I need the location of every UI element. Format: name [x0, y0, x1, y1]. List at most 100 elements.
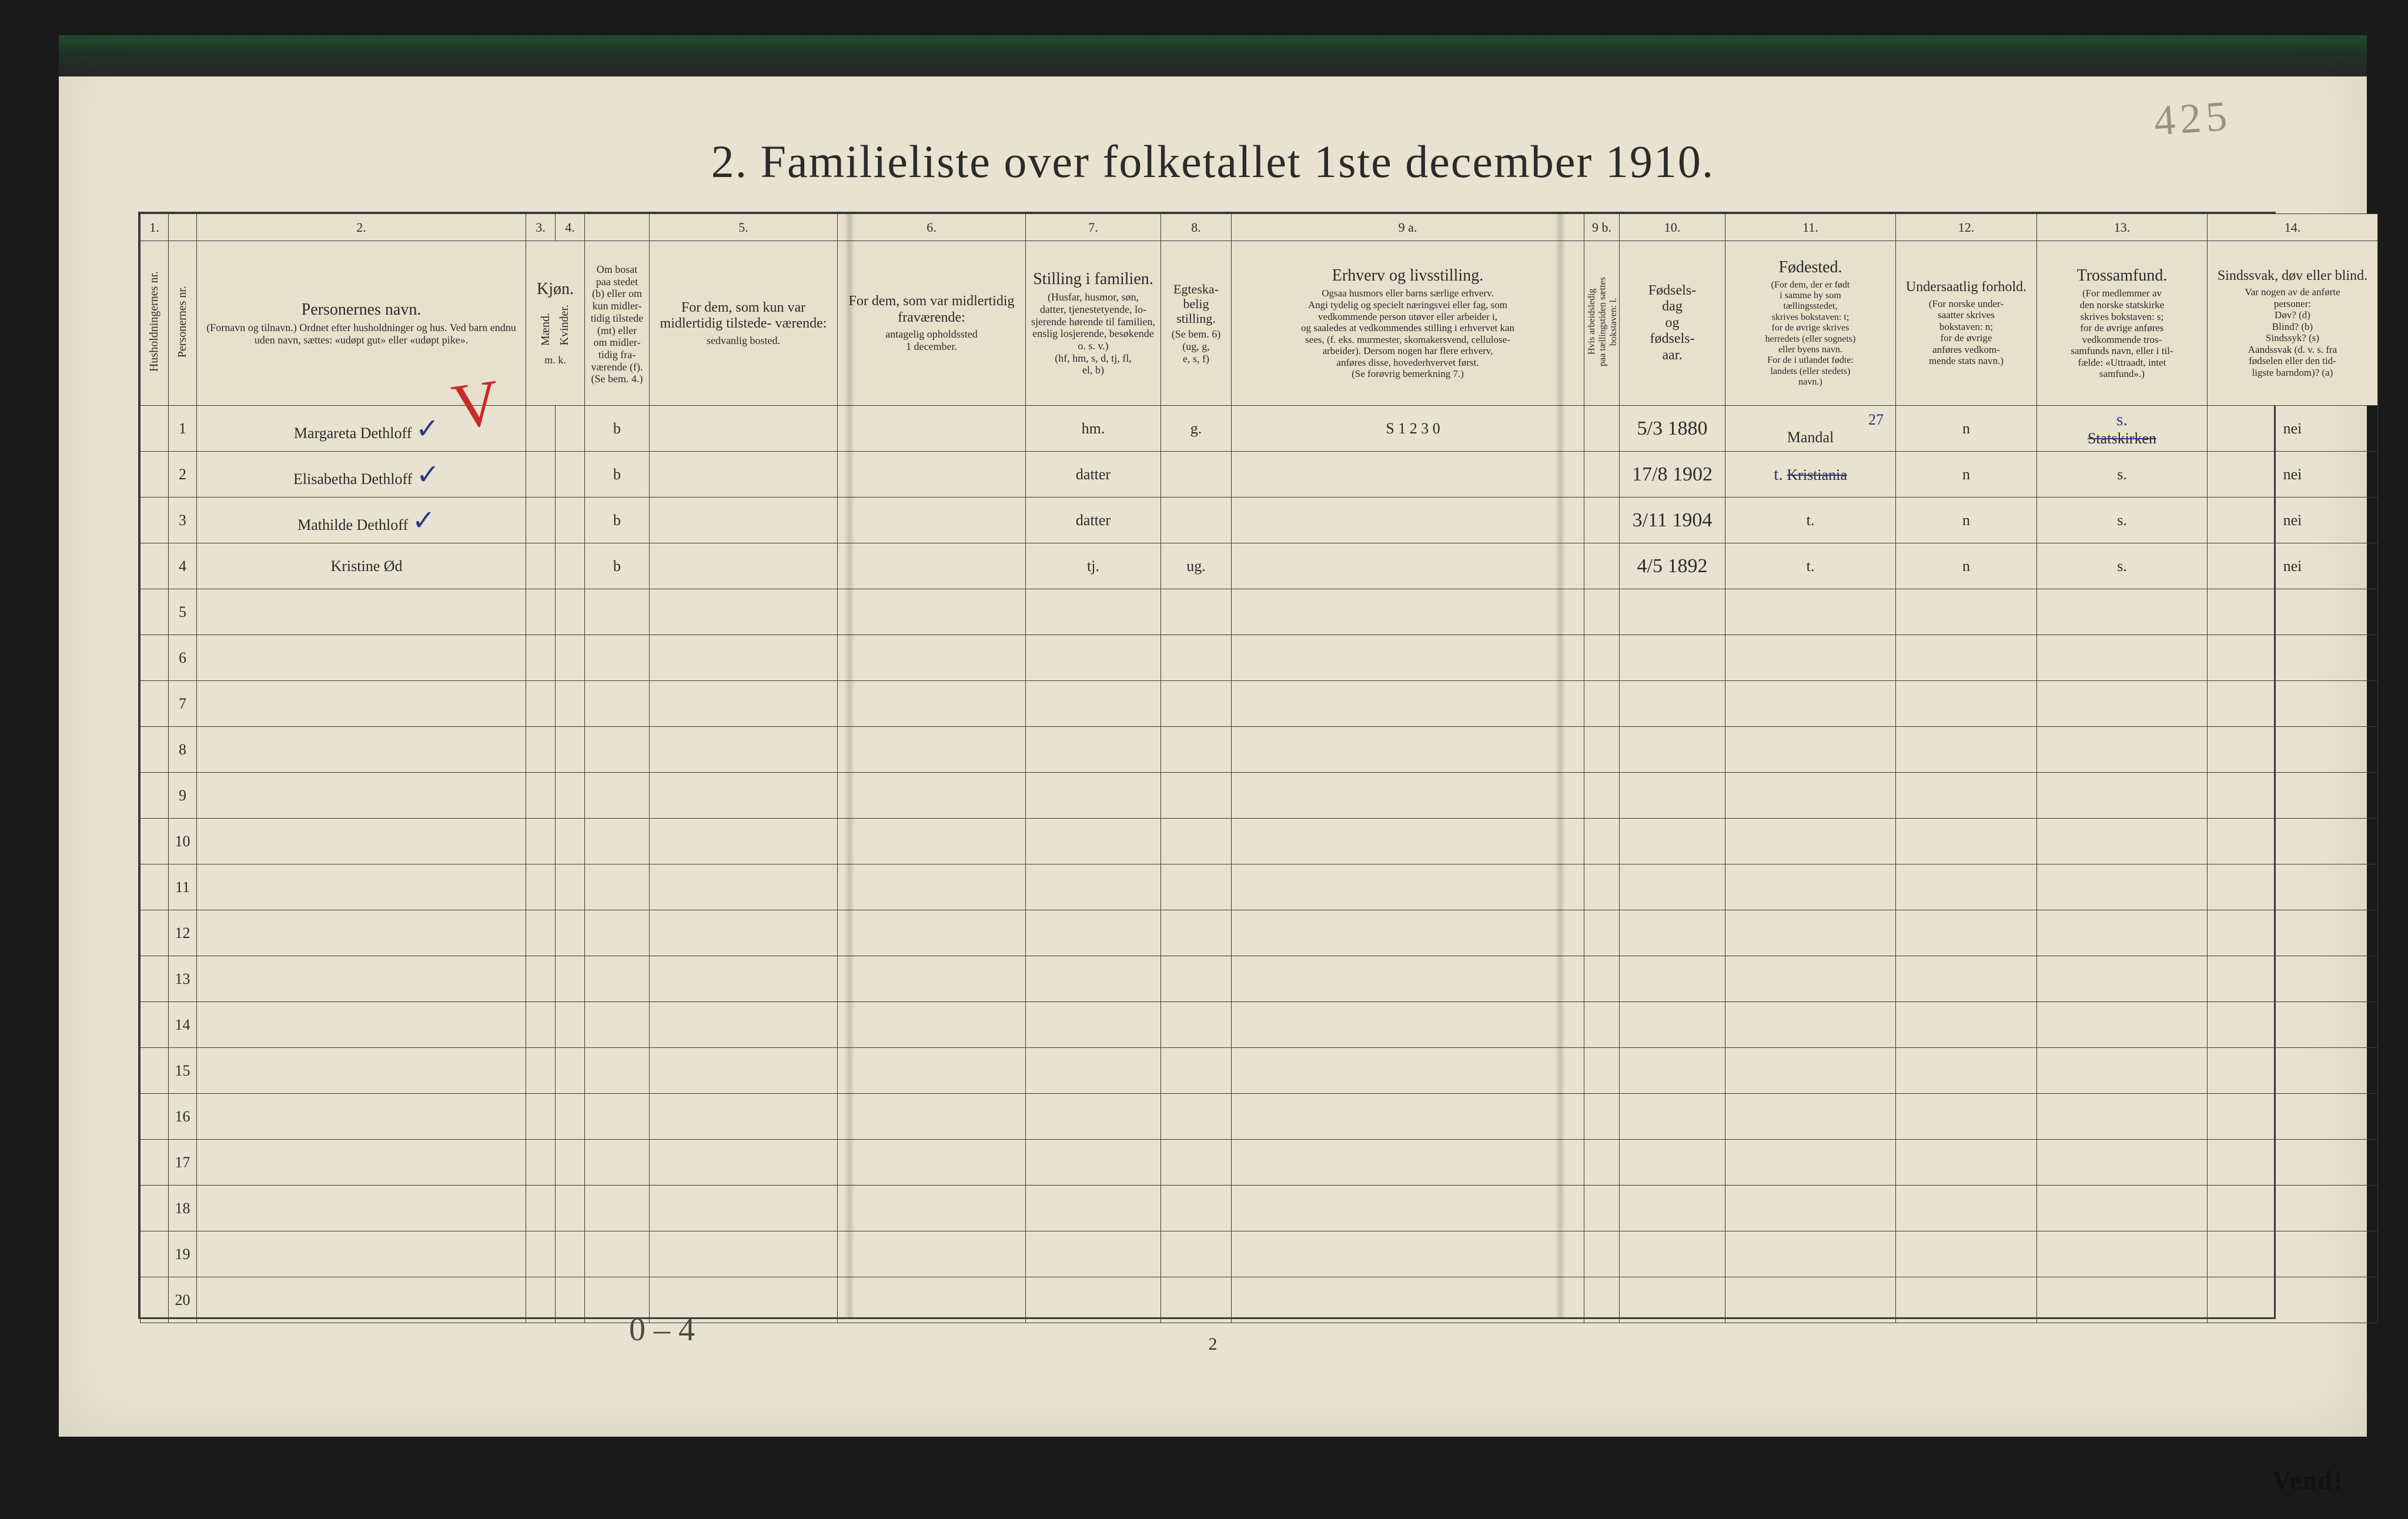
cell-temp-absent: [838, 589, 1026, 635]
cell-birth-date: [1620, 1140, 1725, 1186]
cell-sex-m: [526, 681, 556, 727]
hdr-label: Fødsels- dag og fødsels- aar.: [1648, 283, 1696, 363]
cell-unemployed: [1584, 406, 1620, 452]
census-table: 1.2.3.4.5.6.7.8.9 a.9 b.10.11.12.13.14. …: [140, 213, 2378, 1323]
cell-occupation: [1232, 773, 1584, 819]
cell-marital: [1161, 727, 1232, 773]
cell-sex-k: [556, 681, 585, 727]
hdr-label: Stilling i familien.: [1033, 270, 1153, 288]
cell-household-nr: [141, 1277, 169, 1323]
cell-family-position: tj.: [1026, 543, 1161, 589]
cell-temp-absent: [838, 727, 1026, 773]
cell-name: [197, 681, 526, 727]
cell-name: Kristine Ød: [197, 543, 526, 589]
cell-household-nr: [141, 956, 169, 1002]
column-number: 3.: [526, 214, 556, 241]
hdr-sublabel: (For norske under- saatter skrives bokst…: [1898, 298, 2034, 367]
cell-birthplace: [1725, 910, 1896, 956]
cell-occupation: S 1 2 3 0: [1232, 406, 1584, 452]
cell-household-nr: [141, 1094, 169, 1140]
cell-sex-k: [556, 635, 585, 681]
cell-resident-status: [585, 1048, 650, 1094]
cell-occupation: [1232, 681, 1584, 727]
cell-religion: [2037, 864, 2208, 910]
table-row: 4Kristine Ødbtj.ug.4/5 1892t.ns.nei: [141, 543, 2378, 589]
cell-birthplace: [1725, 1140, 1896, 1186]
cell-person-nr: 1: [169, 406, 197, 452]
cell-family-position: [1026, 1186, 1161, 1231]
cell-resident-status: b: [585, 452, 650, 498]
cell-nationality: [1896, 589, 2037, 635]
column-number: 6.: [838, 214, 1026, 241]
cell-temp-absent: [838, 773, 1026, 819]
cell-unemployed: [1584, 910, 1620, 956]
cell-temp-absent: [838, 681, 1026, 727]
cell-marital: [1161, 1186, 1232, 1231]
cell-nationality: n: [1896, 406, 2037, 452]
cell-birth-date: [1620, 910, 1725, 956]
hdr-label: Undersaatlig forhold.: [1906, 279, 2026, 295]
cell-marital: ug.: [1161, 543, 1232, 589]
table-row: 3Mathilde Dethloff ✓bdatter3/11 1904t.ns…: [141, 498, 2378, 543]
cell-disability: [2208, 635, 2378, 681]
cell-name: Mathilde Dethloff ✓: [197, 498, 526, 543]
hdr-birth-date: Fødsels- dag og fødsels- aar.: [1620, 241, 1725, 406]
cell-unemployed: [1584, 1231, 1620, 1277]
table-body: 1Margareta Dethloff ✓bhm.g.S 1 2 3 05/3 …: [141, 406, 2378, 1323]
cell-birth-date: [1620, 1048, 1725, 1094]
table-row: 16: [141, 1094, 2378, 1140]
cell-unemployed: [1584, 956, 1620, 1002]
cell-unemployed: [1584, 452, 1620, 498]
cell-disability: [2208, 1186, 2378, 1231]
table-row: 9: [141, 773, 2378, 819]
cell-religion: [2037, 635, 2208, 681]
cell-resident-status: b: [585, 406, 650, 452]
cell-household-nr: [141, 589, 169, 635]
cell-temp-present: [650, 1186, 838, 1231]
cell-occupation: [1232, 498, 1584, 543]
hdr-family-position: Stilling i familien. (Husfar, husmor, sø…: [1026, 241, 1161, 406]
cell-birth-date: [1620, 589, 1725, 635]
cell-sex-k: [556, 1277, 585, 1323]
hdr-temp-absent: For dem, som var midlertidig fraværende:…: [838, 241, 1026, 406]
cell-birthplace: [1725, 773, 1896, 819]
cell-religion: [2037, 1231, 2208, 1277]
cell-temp-present: [650, 1231, 838, 1277]
cell-marital: [1161, 864, 1232, 910]
table-row: 10: [141, 819, 2378, 864]
cell-sex-m: [526, 910, 556, 956]
cell-religion: [2037, 819, 2208, 864]
hdr-label: Hvis arbeidsledig paa tællingstiden sætt…: [1587, 273, 1619, 370]
cell-temp-present: [650, 498, 838, 543]
hdr-sublabel: m. k.: [529, 354, 582, 366]
cell-birth-date: 17/8 1902: [1620, 452, 1725, 498]
cell-temp-present: [650, 910, 838, 956]
cell-birth-date: [1620, 1231, 1725, 1277]
cell-unemployed: [1584, 1277, 1620, 1323]
column-number: 5.: [650, 214, 838, 241]
cell-occupation: [1232, 1002, 1584, 1048]
cell-family-position: [1026, 635, 1161, 681]
cell-disability: [2208, 1002, 2378, 1048]
cell-disability: nei: [2208, 543, 2378, 589]
cell-temp-present: [650, 864, 838, 910]
cell-sex-m: [526, 1048, 556, 1094]
hdr-label: Erhverv og livsstilling.: [1332, 266, 1483, 285]
table-row: 19: [141, 1231, 2378, 1277]
hdr-nationality: Undersaatlig forhold. (For norske under-…: [1896, 241, 2037, 406]
cell-household-nr: [141, 773, 169, 819]
hdr-unemployed: Hvis arbeidsledig paa tællingstiden sætt…: [1584, 241, 1620, 406]
cell-birth-date: [1620, 864, 1725, 910]
cell-person-nr: 16: [169, 1094, 197, 1140]
cell-occupation: [1232, 589, 1584, 635]
hdr-label: Personernes nr.: [176, 282, 189, 361]
cell-birthplace: t.: [1725, 498, 1896, 543]
cell-occupation: [1232, 1231, 1584, 1277]
cell-marital: [1161, 1048, 1232, 1094]
cell-name: Elisabetha Dethloff ✓: [197, 452, 526, 498]
cell-birthplace: [1725, 864, 1896, 910]
cell-nationality: n: [1896, 498, 2037, 543]
cell-nationality: [1896, 1094, 2037, 1140]
cell-resident-status: [585, 1094, 650, 1140]
cell-sex-m: [526, 773, 556, 819]
